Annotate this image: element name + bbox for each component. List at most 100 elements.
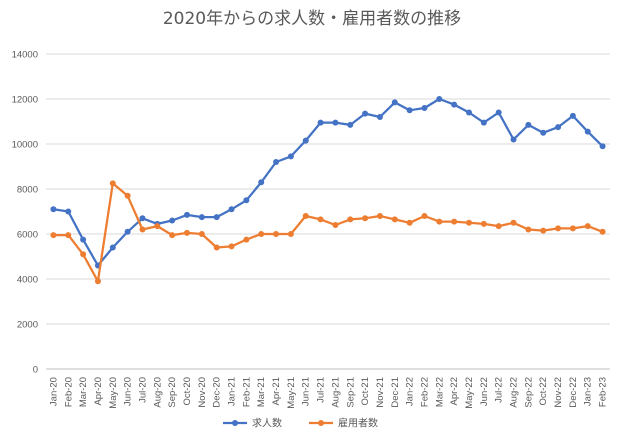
x-tick-label: Oct-22 xyxy=(538,377,549,406)
x-tick-label: Sep-22 xyxy=(523,377,534,408)
data-point xyxy=(154,223,161,230)
data-point xyxy=(480,220,487,227)
x-tick-label: Jan-23 xyxy=(583,377,594,406)
x-tick-label: Jul-22 xyxy=(494,377,505,403)
data-point xyxy=(124,228,131,235)
data-point xyxy=(109,244,116,251)
data-point xyxy=(228,243,235,250)
data-point xyxy=(525,226,532,233)
legend-swatch-marker xyxy=(232,420,238,426)
data-point xyxy=(258,179,265,186)
data-point xyxy=(198,231,205,237)
y-tick-label: 0 xyxy=(33,365,38,376)
data-point xyxy=(362,110,369,117)
data-point xyxy=(510,219,517,226)
x-tick-label: Jun-21 xyxy=(301,377,312,406)
chart-title: 2020年からの求人数・雇用者数の推移 xyxy=(163,9,461,29)
data-point xyxy=(421,213,428,219)
x-tick-label: Feb-22 xyxy=(419,377,430,407)
y-axis-ticks: 0 2000 4000 6000 8000 10000 12000 14000 xyxy=(12,50,38,376)
data-point xyxy=(50,232,57,239)
series-1 xyxy=(50,96,606,269)
data-point xyxy=(510,136,517,143)
data-point xyxy=(525,121,532,128)
data-point xyxy=(302,213,309,219)
x-tick-label: Feb-21 xyxy=(241,377,252,407)
data-point xyxy=(540,227,547,234)
gridlines xyxy=(46,53,610,370)
data-point xyxy=(139,226,146,233)
x-tick-label: Dec-21 xyxy=(390,377,401,408)
x-tick-label: Sep-21 xyxy=(345,377,356,408)
x-tick-label: Jan-20 xyxy=(48,377,59,406)
x-tick-label: Jan-22 xyxy=(405,377,416,406)
x-tick-label: Apr-21 xyxy=(271,377,282,406)
x-tick-label: Feb-23 xyxy=(598,377,609,407)
x-tick-label: Apr-22 xyxy=(449,377,460,406)
x-tick-label: May-20 xyxy=(108,377,119,409)
data-point xyxy=(584,223,591,230)
data-point xyxy=(213,244,220,251)
y-tick-label: 10000 xyxy=(12,140,38,151)
y-tick-label: 6000 xyxy=(17,230,38,241)
legend: 求人数 雇用者数 xyxy=(223,417,378,430)
x-tick-label: Nov-22 xyxy=(553,377,564,408)
data-point xyxy=(599,143,606,150)
data-point xyxy=(391,99,398,106)
x-tick-label: Jun-20 xyxy=(123,377,134,406)
y-tick-label: 4000 xyxy=(17,275,38,286)
data-point xyxy=(80,236,87,243)
x-tick-label: Dec-22 xyxy=(568,377,579,408)
data-point xyxy=(332,119,339,126)
data-point xyxy=(50,206,57,213)
data-point xyxy=(317,119,324,126)
data-point xyxy=(273,231,280,237)
data-point xyxy=(80,251,87,258)
x-tick-label: Mar-22 xyxy=(434,377,445,407)
series-line xyxy=(53,97,604,267)
data-point xyxy=(599,228,606,235)
data-point xyxy=(555,124,562,131)
y-tick-label: 8000 xyxy=(17,185,38,196)
data-point xyxy=(139,215,146,222)
data-point xyxy=(406,219,413,226)
x-tick-label: Mar-20 xyxy=(78,377,89,407)
data-point xyxy=(436,96,443,102)
x-tick-label: Aug-22 xyxy=(509,377,520,408)
x-tick-label: Mar-21 xyxy=(256,377,267,407)
data-point xyxy=(451,218,458,225)
legend-label: 求人数 xyxy=(252,417,282,430)
x-tick-label: May-22 xyxy=(464,377,475,409)
series-layer xyxy=(50,96,606,285)
x-tick-label: Nov-21 xyxy=(375,377,386,408)
x-tick-label: Aug-21 xyxy=(330,377,341,408)
data-point xyxy=(243,236,250,243)
legend-label: 雇用者数 xyxy=(338,417,378,430)
data-point xyxy=(436,218,443,225)
legend-swatch-marker xyxy=(318,420,324,426)
data-point xyxy=(243,197,250,204)
data-point xyxy=(228,206,235,213)
series-line xyxy=(53,182,604,283)
x-tick-label: Jun-22 xyxy=(479,377,490,406)
x-tick-label: Jul-20 xyxy=(137,377,148,403)
x-tick-label: Oct-20 xyxy=(182,377,193,406)
data-point xyxy=(362,215,369,222)
data-point xyxy=(287,153,294,160)
data-point xyxy=(258,231,265,237)
data-point xyxy=(540,129,547,136)
data-point xyxy=(391,216,398,223)
data-point xyxy=(347,121,354,128)
x-tick-label: May-21 xyxy=(286,377,297,409)
data-point xyxy=(480,119,487,126)
series-2 xyxy=(50,180,606,285)
data-point xyxy=(332,222,339,228)
x-tick-label: Nov-20 xyxy=(197,377,208,408)
data-point xyxy=(584,128,591,135)
y-tick-label: 14000 xyxy=(12,50,38,61)
y-tick-label: 12000 xyxy=(12,95,38,106)
data-point xyxy=(169,217,176,224)
data-point xyxy=(347,216,354,223)
data-point xyxy=(124,192,131,199)
